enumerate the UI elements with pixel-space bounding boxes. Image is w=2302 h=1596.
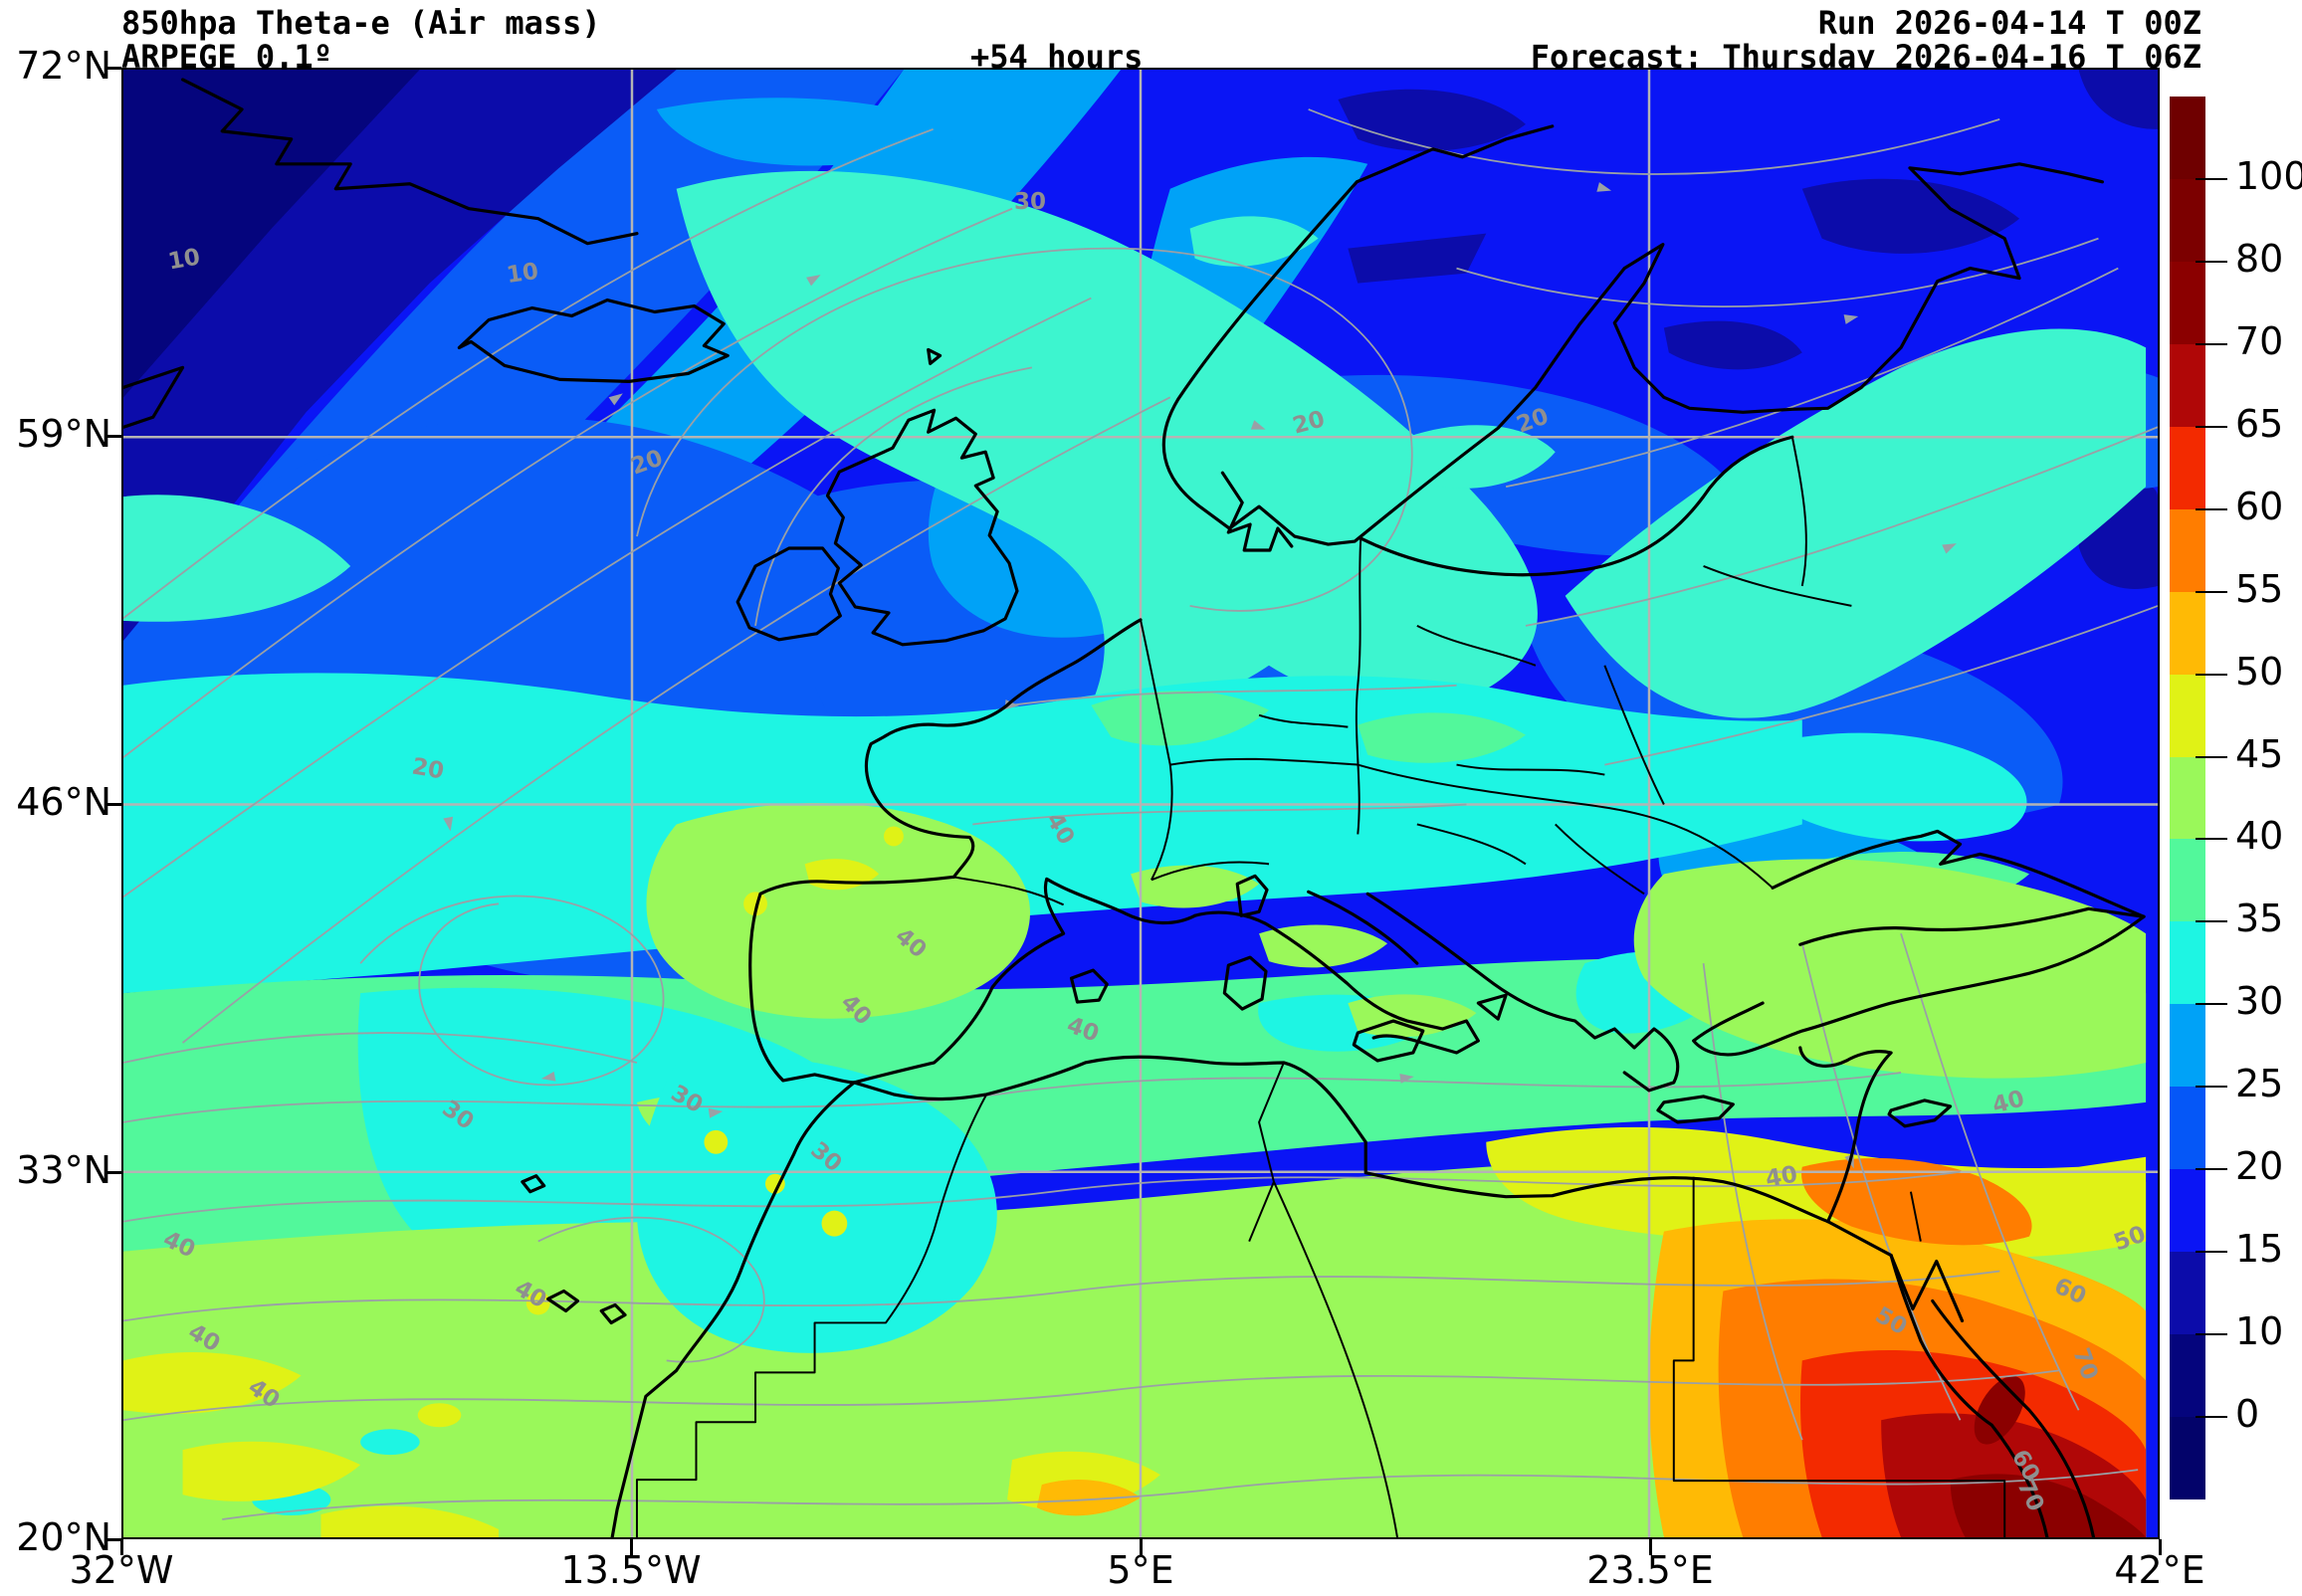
colorbar-tick-label: 35: [2235, 897, 2284, 941]
colorbar-tick: [2196, 920, 2227, 923]
colorbar-tick-label: 70: [2235, 318, 2284, 363]
colorbar-tick: [2196, 342, 2227, 345]
run-label: Run 2026-04-14 T 00Z: [1817, 4, 2201, 42]
lat-label: 33°N: [16, 1148, 111, 1192]
colorbar-tick-label: 100: [2235, 153, 2302, 198]
colorbar-tick: [2196, 177, 2227, 180]
lat-tick: [105, 803, 121, 806]
colorbar-segment: [2170, 178, 2205, 263]
lon-tick: [120, 1539, 123, 1555]
lat-tick: [105, 435, 121, 438]
colorbar-segment: [2170, 343, 2205, 428]
streamlines: [123, 108, 2158, 1520]
colorbar-tick-label: 20: [2235, 1144, 2284, 1189]
lon-tick: [2159, 1539, 2162, 1555]
lat-tick: [105, 1538, 121, 1541]
colorbar-segment: [2170, 1334, 2205, 1418]
colorbar-tick: [2196, 260, 2227, 263]
streamline-arrows: [443, 182, 1957, 1169]
colorbar-tick-label: 0: [2235, 1392, 2260, 1437]
colorbar-tick: [2196, 1168, 2227, 1171]
lat-label: 59°N: [16, 412, 111, 456]
lon-label: 23.5°E: [1586, 1548, 1714, 1592]
contour-value-label: 10: [165, 244, 203, 276]
colorbar-tick: [2196, 1251, 2227, 1254]
lat-label: 20°N: [16, 1515, 111, 1559]
colorbar-segment: [2170, 1004, 2205, 1088]
contour-value-label: 10: [505, 258, 540, 290]
colorbar-segment: [2170, 508, 2205, 593]
map-canvas: 10 10 20 20 20 30 30 30 30 40 40 40 40 40 40 40 40 40 40 50…: [121, 68, 2160, 1539]
colorbar-tick-label: 10: [2235, 1309, 2284, 1354]
lon-label: 42°E: [2114, 1548, 2205, 1592]
colorbar-segment: [2170, 756, 2205, 840]
colorbar-tick: [2196, 1086, 2227, 1089]
colorbar-segment: [2170, 426, 2205, 510]
contour-value-label: 20: [409, 753, 447, 785]
colorbar-tick-label: 40: [2235, 814, 2284, 859]
lon-tick: [1140, 1539, 1143, 1555]
colorbar-tick: [2196, 507, 2227, 510]
lat-tick: [105, 67, 121, 70]
colorbar-segment: [2170, 1169, 2205, 1253]
colorbar-segment: [2170, 839, 2205, 922]
contour-value-label: 40: [1763, 1161, 1800, 1193]
colorbar-tick-label: 50: [2235, 649, 2284, 694]
colorbar-tick-label: 15: [2235, 1227, 2284, 1272]
colorbar-tick-label: 30: [2235, 979, 2284, 1024]
colorbar-tick: [2196, 755, 2227, 758]
lon-label: 13.5°W: [560, 1548, 702, 1592]
colorbar-tick: [2196, 1416, 2227, 1419]
colorbar-tick-label: 55: [2235, 566, 2284, 611]
contour-value-label: 30: [1014, 189, 1047, 215]
lat-label: 72°N: [16, 44, 111, 88]
colorbar-segment: [2170, 1252, 2205, 1335]
colorbar-tick-label: 60: [2235, 484, 2284, 528]
colorbar-tick: [2196, 1333, 2227, 1336]
colorbar-tick: [2196, 425, 2227, 428]
colorbar-segment: [2170, 1417, 2205, 1500]
lat-tick: [105, 1171, 121, 1174]
colorbar-segment: [2170, 1087, 2205, 1170]
colorbar-segment: [2170, 97, 2205, 180]
page-title: 850hpa Theta-e (Air mass): [121, 4, 601, 42]
lat-label: 46°N: [16, 780, 111, 824]
colorbar-segment: [2170, 261, 2205, 345]
colorbar-tick-label: 25: [2235, 1062, 2284, 1106]
colorbar-tick: [2196, 1003, 2227, 1006]
colorbar-tick: [2196, 673, 2227, 676]
colorbar-segment: [2170, 591, 2205, 676]
colorbar-tick-label: 45: [2235, 731, 2284, 776]
lon-tick: [1649, 1539, 1652, 1555]
colorbar-tick-label: 80: [2235, 236, 2284, 281]
lon-label: 5°E: [1107, 1548, 1174, 1592]
country-borders: [635, 437, 2006, 1537]
colorbar-segment: [2170, 674, 2205, 758]
lon-tick: [630, 1539, 633, 1555]
colorbar-tick: [2196, 590, 2227, 593]
lon-label: 32°W: [69, 1548, 174, 1592]
colorbar-tick-label: 65: [2235, 401, 2284, 446]
graticule: [123, 70, 2158, 1537]
theta-e-map: [123, 70, 2158, 1537]
coastlines: [123, 78, 2146, 1537]
colorbar-tick: [2196, 838, 2227, 841]
colorbar: [2170, 97, 2205, 1500]
colorbar-segment: [2170, 921, 2205, 1005]
